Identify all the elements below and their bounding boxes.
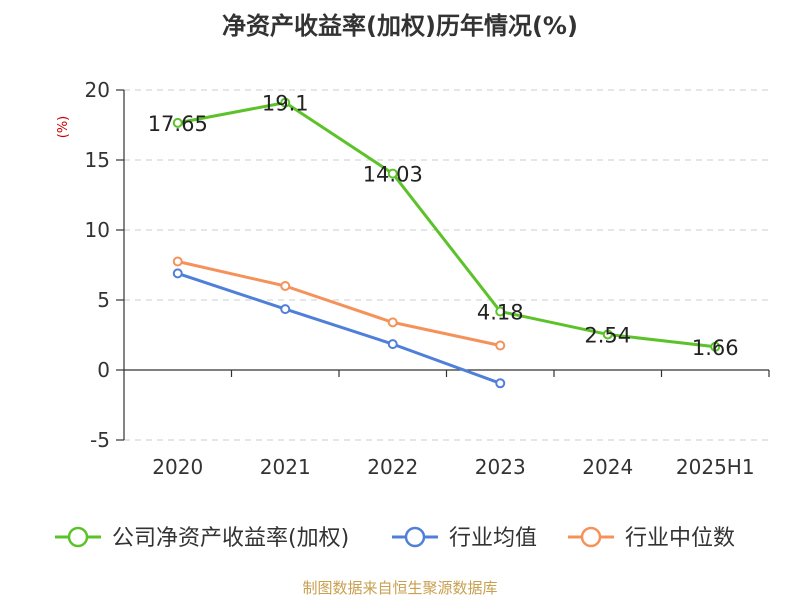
- legend-label: 公司净资产收益率(加权): [112, 526, 349, 551]
- data-point: [387, 168, 398, 179]
- y-tick-label: 5: [97, 288, 110, 312]
- x-tick-label: 2025H1: [676, 455, 755, 479]
- chart-title: 净资产收益率(加权)历年情况(%): [222, 12, 578, 40]
- data-label: 14.03: [363, 163, 423, 187]
- data-point: [280, 304, 291, 315]
- legend-label: 行业均值: [449, 526, 537, 551]
- legend-label: 行业中位数: [625, 526, 735, 551]
- data-label: 2.54: [584, 323, 631, 347]
- legend-swatch-marker: [404, 526, 426, 548]
- source-note: 制图数据来自恒生聚源数据库: [302, 579, 497, 597]
- x-tick-label: 2023: [475, 455, 526, 479]
- axes: 20 15 10 5 0 -5 2020 2021 2022 2023 2024 2025H1: [85, 78, 770, 479]
- y-axis-label: (%): [56, 116, 71, 139]
- data-point: [172, 117, 183, 128]
- x-tick-label: 2022: [367, 455, 418, 479]
- y-tick-label: 20: [85, 78, 110, 102]
- y-tick-label: 15: [85, 148, 110, 172]
- legend: 公司净资产收益率(加权) 行业均值 行业中位数: [55, 526, 735, 551]
- x-tick-label: 2021: [260, 455, 311, 479]
- series-lines: [172, 97, 721, 389]
- data-point: [172, 268, 183, 279]
- y-tick-label: 10: [85, 218, 110, 242]
- series-line: [177, 101, 716, 349]
- data-label: 4.18: [477, 300, 524, 324]
- data-point: [710, 341, 721, 352]
- series-line: [177, 260, 501, 347]
- legend-swatch-marker: [580, 526, 602, 548]
- data-point: [280, 97, 291, 108]
- y-tick-label: 0: [97, 358, 110, 382]
- data-label: 17.65: [148, 112, 208, 136]
- data-point: [602, 329, 613, 340]
- data-point: [495, 340, 506, 351]
- x-tick-label: 2020: [152, 455, 203, 479]
- data-point: [280, 281, 291, 291]
- series-line: [177, 271, 501, 385]
- data-point: [387, 317, 398, 328]
- data-labels: 17.65 19.1 14.03 4.18 2.54 1.66: [148, 92, 739, 360]
- y-tick-label: -5: [90, 428, 110, 452]
- data-point: [387, 339, 398, 350]
- x-tick-label: 2024: [582, 455, 633, 479]
- legend-swatch-marker: [67, 526, 89, 548]
- legend-item: 行业中位数: [568, 526, 735, 551]
- grid-lines: [124, 89, 769, 441]
- legend-item: 公司净资产收益率(加权): [55, 526, 349, 551]
- data-label: 1.66: [692, 336, 739, 360]
- data-point: [495, 378, 506, 389]
- data-point: [172, 256, 183, 267]
- data-label: 19.1: [262, 92, 309, 116]
- legend-item: 行业均值: [392, 526, 537, 551]
- data-point: [495, 306, 506, 317]
